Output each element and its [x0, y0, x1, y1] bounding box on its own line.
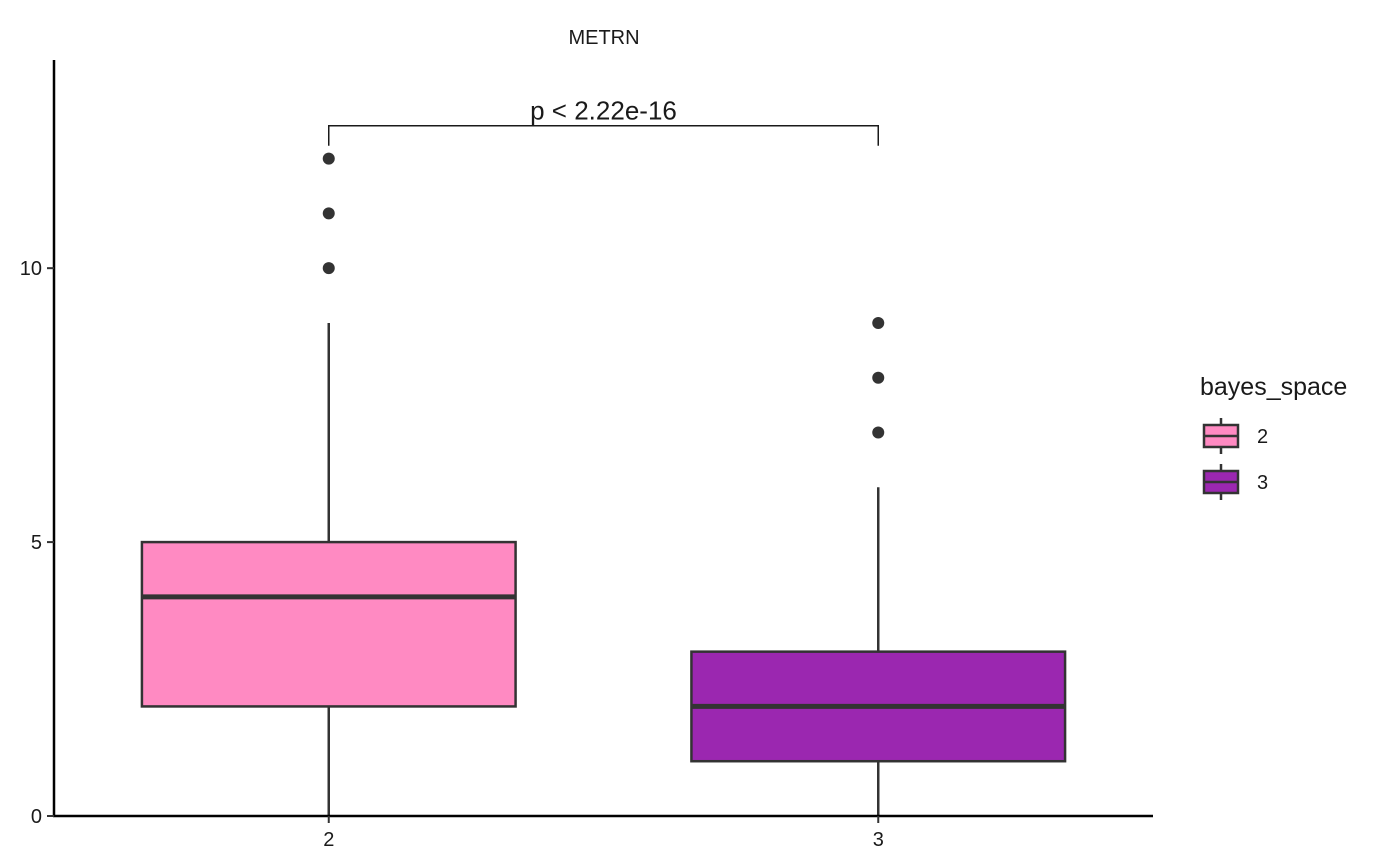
legend-title: bayes_space	[1200, 373, 1347, 401]
x-tick-label: 2	[323, 829, 334, 851]
outlier-point	[322, 207, 335, 220]
legend: bayes_space 2 3	[1200, 373, 1347, 500]
outlier-point	[872, 371, 885, 384]
y-tick-label: 10	[20, 258, 42, 280]
plot-area: p < 2.22e-16	[140, 96, 1067, 816]
axes: 0 5 10 2 3	[20, 60, 1153, 851]
p-value-label: p < 2.22e-16	[530, 96, 677, 126]
legend-label: 3	[1257, 472, 1268, 494]
legend-label: 2	[1257, 426, 1268, 448]
outlier-point	[872, 316, 885, 329]
outlier-point	[322, 262, 335, 275]
outlier-point	[872, 426, 885, 439]
box-iqr	[140, 540, 517, 708]
x-tick-label: 3	[873, 829, 884, 851]
significance-bracket	[328, 124, 879, 146]
y-tick-label: 0	[31, 806, 42, 828]
chart-title: METRN	[568, 27, 639, 49]
y-tick-label: 5	[31, 532, 42, 554]
outlier-point	[322, 152, 335, 165]
